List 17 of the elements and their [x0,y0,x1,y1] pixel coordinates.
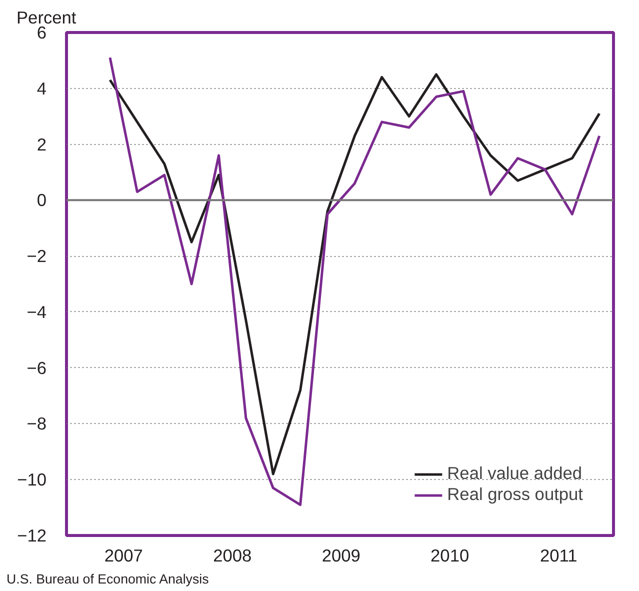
y-tick-label: −8 [26,414,47,434]
x-tick-label: 2011 [540,546,578,566]
y-tick-label: −10 [17,470,47,490]
y-tick-label: 4 [36,78,47,98]
x-tick-label: 2007 [104,546,143,566]
y-tick-label: 2 [36,134,47,154]
x-tick-label: 2010 [430,546,470,566]
y-tick-label: −6 [26,358,47,378]
x-tick-label: 2009 [322,546,360,566]
y-tick-label: −2 [26,246,47,266]
x-tick-label: 2008 [213,546,252,566]
y-tick-label: −12 [17,526,47,546]
y-tick-label: −4 [26,302,47,322]
legend-label: Real value added [447,463,582,484]
legend-label: Real gross output [447,484,583,505]
text: U.S. Bureau of Economic Analysis [6,572,210,586]
y-tick-label: 0 [36,190,47,210]
